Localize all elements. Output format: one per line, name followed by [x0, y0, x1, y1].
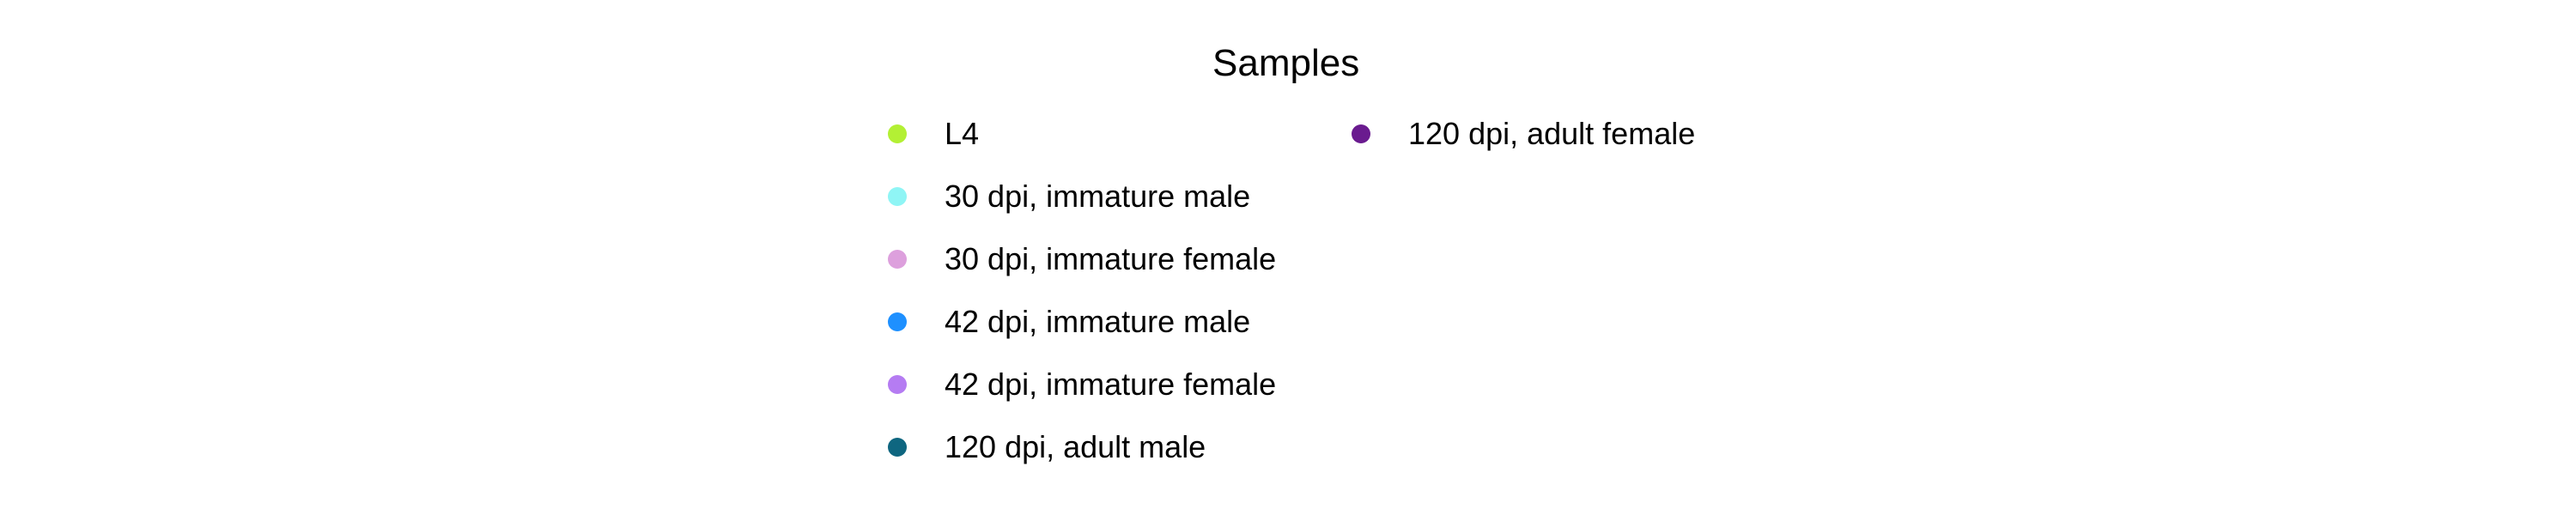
legend-marker	[888, 250, 907, 269]
legend-marker	[1352, 124, 1370, 143]
legend-label: 30 dpi, immature female	[945, 241, 1277, 276]
legend-label: L4	[945, 116, 980, 151]
legend-marker	[888, 312, 907, 331]
legend-marker	[888, 375, 907, 394]
legend-marker	[888, 438, 907, 457]
legend-marker	[888, 124, 907, 143]
legend-label: 120 dpi, adult female	[1408, 116, 1696, 151]
legend-label: 42 dpi, immature female	[945, 367, 1277, 402]
legend-label: 42 dpi, immature male	[945, 304, 1251, 339]
legend-label: 120 dpi, adult male	[945, 429, 1206, 464]
legend-marker	[888, 187, 907, 206]
legend-title: Samples	[1212, 42, 1360, 84]
legend-label: 30 dpi, immature male	[945, 179, 1251, 214]
